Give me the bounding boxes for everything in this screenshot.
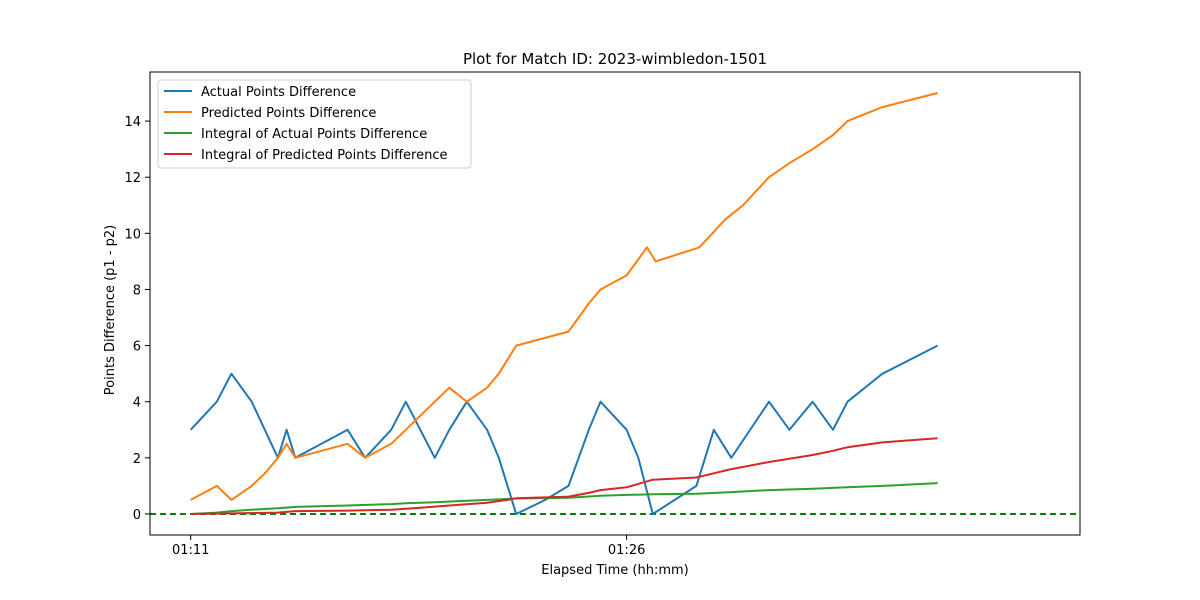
legend-label-3: Integral of Actual Points Difference	[201, 127, 427, 142]
x-tick-label: 01:26	[608, 543, 645, 558]
legend: Actual Points Difference Predicted Points…	[157, 79, 472, 169]
x-tick-label: 01:11	[172, 543, 209, 558]
chart-title: Plot for Match ID: 2023-wimbledon-1501	[463, 50, 767, 68]
legend-label-4: Integral of Predicted Points Difference	[201, 148, 448, 163]
axes: 01:11 01:26 0 2 4 6 8 10 12 14	[124, 71, 1081, 558]
y-tick-label: 8	[133, 283, 141, 298]
y-tick-label: 2	[133, 452, 141, 467]
plot-area	[150, 92, 1080, 515]
y-tick-label: 10	[124, 227, 141, 242]
axes-frame	[149, 71, 1081, 536]
series-line-4	[190, 437, 938, 515]
y-axis-label: Points Difference (p1 - p2)	[103, 225, 118, 395]
y-tick-label: 4	[133, 396, 141, 411]
y-tick-label: 6	[133, 340, 141, 355]
y-tick-label: 0	[133, 508, 141, 523]
legend-label-2: Predicted Points Difference	[201, 106, 376, 121]
x-axis-label: Elapsed Time (hh:mm)	[541, 563, 688, 578]
y-tick-label: 12	[124, 171, 141, 186]
y-tick-label: 14	[124, 115, 141, 130]
series-line-2	[190, 92, 938, 501]
legend-box	[157, 79, 472, 169]
legend-label-1: Actual Points Difference	[201, 85, 356, 100]
